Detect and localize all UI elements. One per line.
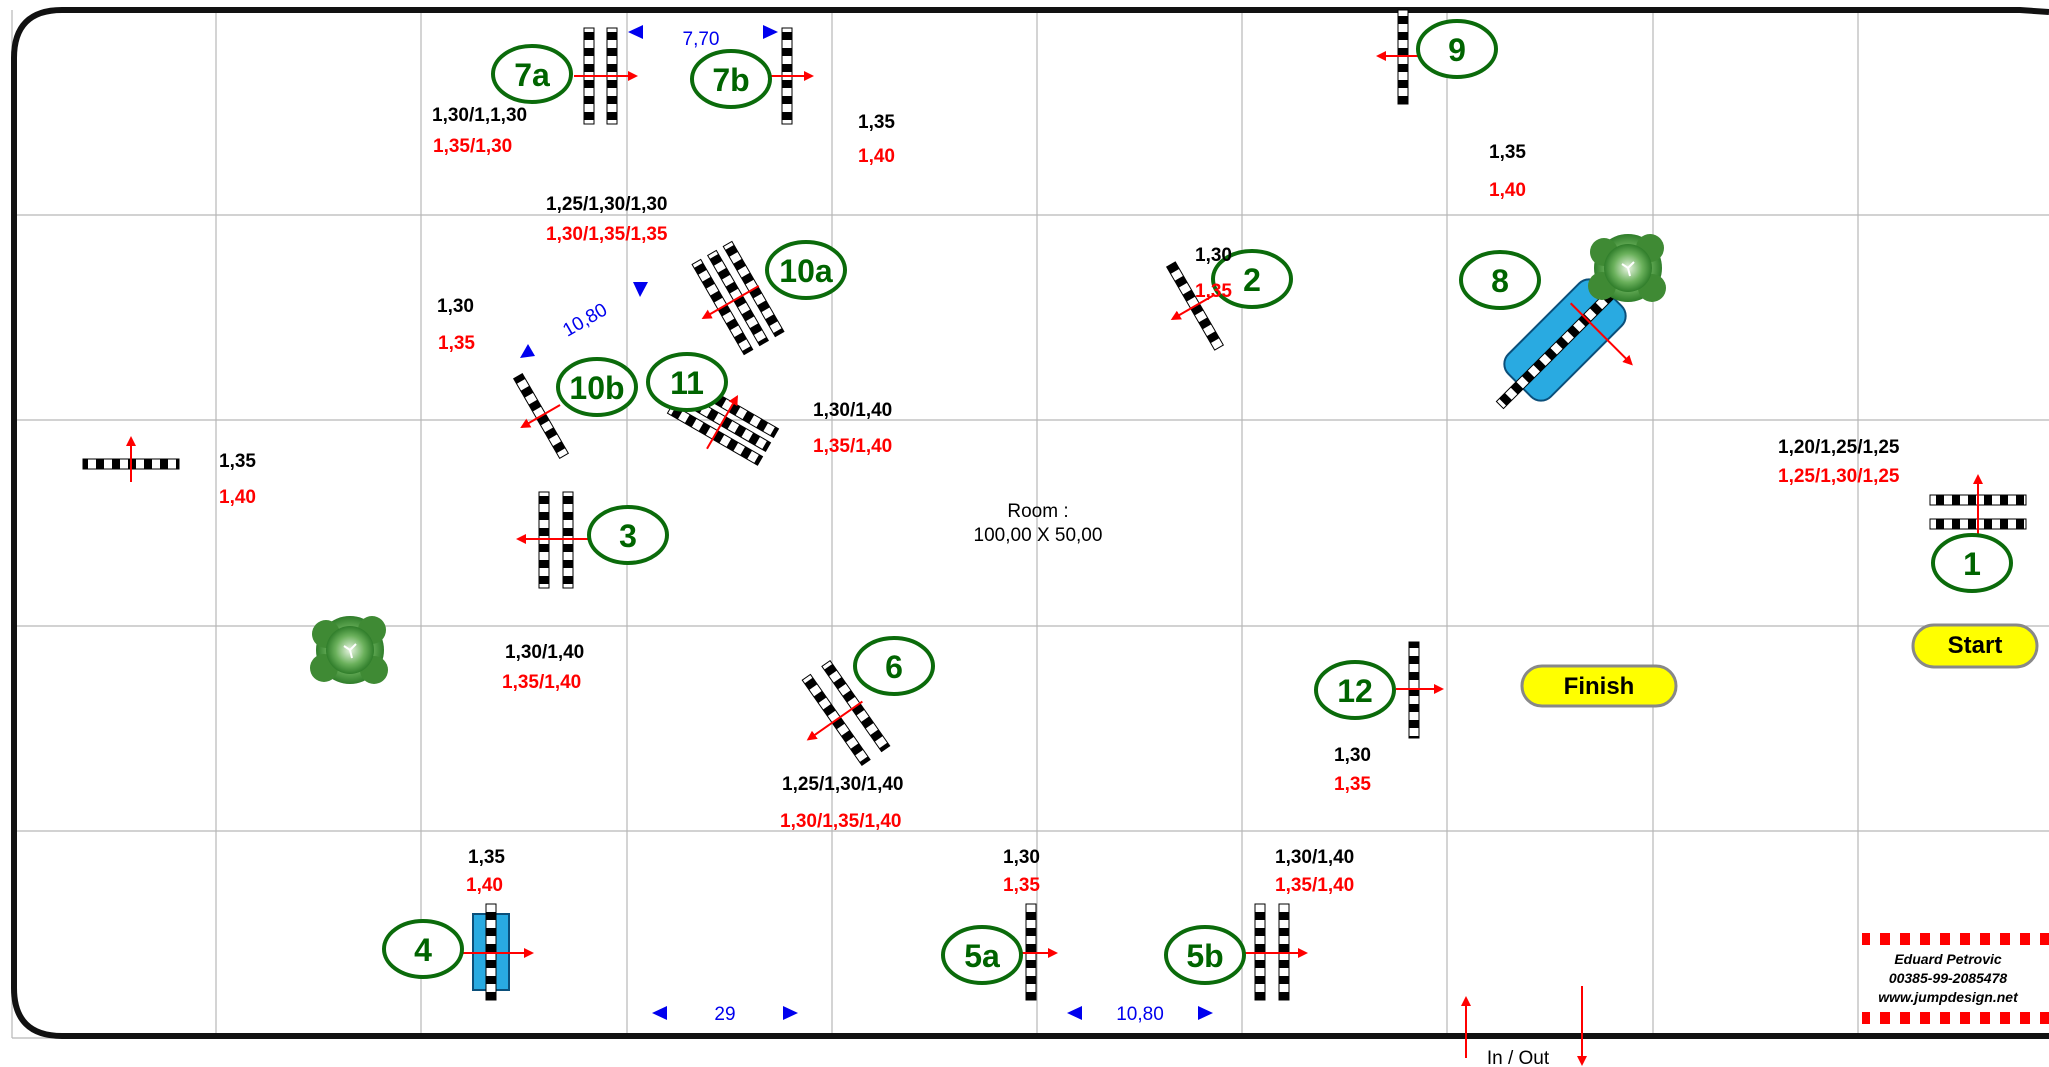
- designer-credit: Eduard Petrovic 00385-99-2085478 www.jum…: [1862, 933, 2049, 1024]
- svg-text:www.jumpdesign.net: www.jumpdesign.net: [1878, 989, 2019, 1005]
- svg-text:Eduard Petrovic: Eduard Petrovic: [1894, 951, 2002, 967]
- fence-6[interactable]: [778, 659, 892, 782]
- height-red-5a: 1,35: [1003, 875, 1040, 896]
- height-black-7a: 1,30/1,1,30: [432, 105, 527, 126]
- room-size: 100,00 X 50,00: [974, 525, 1103, 546]
- svg-text:In / Out: In / Out: [1487, 1048, 1550, 1067]
- arena-fence: [11, 7, 2049, 1039]
- height-red-4: 1,40: [466, 875, 503, 896]
- fence-5b[interactable]: [1244, 903, 1308, 1001]
- fence-left[interactable]: [82, 436, 180, 482]
- tree-icon: [310, 616, 388, 684]
- obstacle-number-11: 11: [670, 365, 704, 401]
- height-black-5b: 1,30/1,40: [1275, 847, 1354, 868]
- height-red-1: 1,25/1,30/1,25: [1778, 466, 1900, 487]
- svg-text:10,80: 10,80: [559, 299, 611, 341]
- obstacle-number-7a: 7a: [514, 57, 550, 93]
- obstacle-number-5b: 5b: [1186, 938, 1223, 974]
- obstacle-number-12: 12: [1337, 673, 1373, 709]
- fence-7a[interactable]: [574, 27, 638, 125]
- svg-text:7,70: 7,70: [683, 29, 720, 50]
- fence-10a[interactable]: [677, 240, 785, 363]
- height-red-10a: 1,30/1,35/1,35: [546, 224, 668, 245]
- distance-45: 29: [652, 1004, 798, 1025]
- svg-text:Finish: Finish: [1564, 673, 1635, 700]
- height-red-3: 1,35/1,40: [502, 672, 581, 693]
- height-black-10b: 1,30: [437, 296, 474, 317]
- svg-text:Start: Start: [1948, 632, 2003, 659]
- height-red-7a: 1,35/1,30: [433, 136, 512, 157]
- tree-icon: [1588, 234, 1666, 302]
- height-black-3: 1,30/1,40: [505, 642, 584, 663]
- obstacle-number-8: 8: [1491, 263, 1509, 299]
- obstacle-number-4: 4: [414, 932, 432, 968]
- room-label: Room :: [1007, 501, 1068, 522]
- fence-10b[interactable]: [499, 365, 583, 467]
- obstacle-number-10a: 10a: [779, 253, 833, 289]
- height-red-6: 1,30/1,35/1,40: [780, 811, 902, 832]
- height-black-5a: 1,30: [1003, 847, 1040, 868]
- height-red-11: 1,35/1,40: [813, 436, 892, 457]
- height-red-left: 1,40: [219, 487, 256, 508]
- fence-1[interactable]: [1929, 474, 2027, 538]
- obstacle-number-2: 2: [1243, 262, 1261, 298]
- start-marker: Start: [1911, 623, 2039, 669]
- obstacle-number-7b: 7b: [712, 62, 749, 98]
- height-black-left: 1,35: [219, 451, 256, 472]
- height-black-6: 1,25/1,30/1,40: [782, 774, 904, 795]
- svg-text:29: 29: [714, 1004, 735, 1025]
- fence-4[interactable]: [460, 903, 534, 1001]
- height-black-12: 1,30: [1334, 745, 1371, 766]
- height-red-10b: 1,35: [438, 333, 475, 354]
- distance-5: 10,80: [1067, 1004, 1213, 1025]
- height-black-9: 1,35: [1489, 142, 1526, 163]
- fence-2[interactable]: [1148, 253, 1238, 360]
- fence-12[interactable]: [1396, 641, 1444, 739]
- finish-marker: Finish: [1520, 664, 1678, 708]
- height-black-7b: 1,35: [858, 112, 895, 133]
- height-black-1: 1,20/1,25/1,25: [1778, 437, 1900, 458]
- height-red-9: 1,40: [1489, 180, 1526, 201]
- number-ellipses: [382, 19, 2013, 985]
- fence-9[interactable]: [1376, 9, 1420, 105]
- height-red-5b: 1,35/1,40: [1275, 875, 1354, 896]
- height-black-11: 1,30/1,40: [813, 400, 892, 421]
- height-red-2: 1,35: [1195, 281, 1232, 302]
- height-red-7b: 1,40: [858, 146, 895, 167]
- obstacle-number-10b: 10b: [569, 370, 624, 406]
- obstacle-number-6: 6: [885, 649, 903, 685]
- height-black-4: 1,35: [468, 847, 505, 868]
- height-black-2: 1,30: [1195, 245, 1232, 266]
- obstacle-number-1: 1: [1963, 546, 1981, 582]
- fence-3[interactable]: [516, 491, 594, 589]
- svg-text:00385-99-2085478: 00385-99-2085478: [1889, 970, 2008, 986]
- in-out-gate: In / Out: [1461, 986, 1587, 1067]
- svg-text:10,80: 10,80: [1116, 1004, 1164, 1025]
- distance-7: 7,70: [628, 25, 778, 50]
- obstacle-number-9: 9: [1448, 32, 1466, 68]
- fence-7b[interactable]: [770, 27, 814, 125]
- height-red-12: 1,35: [1334, 774, 1371, 795]
- obstacle-number-5a: 5a: [964, 938, 1000, 974]
- obstacle-number-3: 3: [619, 518, 637, 554]
- height-black-10a: 1,25/1,30/1,30: [546, 194, 668, 215]
- distance-10: 10,80: [520, 282, 648, 358]
